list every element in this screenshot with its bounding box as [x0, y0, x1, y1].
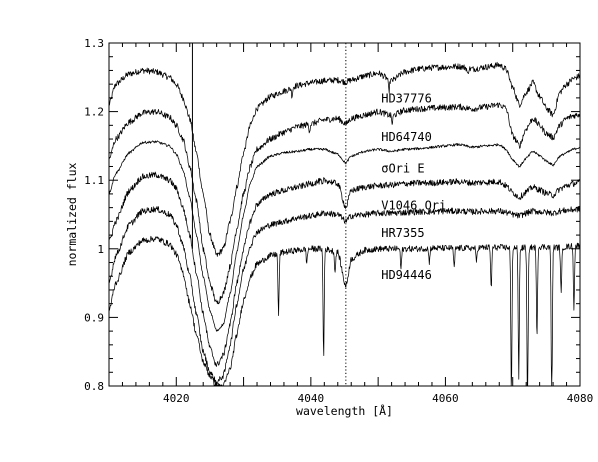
marker-lines — [191, 43, 347, 386]
y-tick-label: 0.9 — [84, 311, 104, 324]
spectrum-line — [108, 61, 581, 257]
plot-frame — [108, 42, 581, 387]
spectra-group — [108, 61, 581, 387]
series-label: HD37776 — [381, 92, 432, 106]
series-label: HD64740 — [381, 130, 432, 144]
x-axis-ticks: 4020 4040 4060 4080 — [108, 43, 594, 405]
y-tick-label: 1.3 — [84, 37, 104, 50]
series-label: HD94446 — [381, 268, 432, 282]
x-tick-label: 4020 — [163, 392, 190, 405]
series-label: V1046 Ori — [381, 199, 446, 213]
y-tick-label: 1.2 — [84, 106, 104, 119]
spectrum-line — [108, 140, 581, 332]
spectrum-line — [108, 235, 581, 387]
x-axis-label: wavelength [Å] — [296, 403, 393, 418]
x-tick-label: 4040 — [298, 392, 325, 405]
y-tick-label: 1.1 — [84, 174, 104, 187]
series-label: HR7355 — [381, 226, 424, 240]
x-tick-label: 4080 — [567, 392, 594, 405]
y-tick-label: 0.8 — [84, 380, 104, 393]
spectrum-line — [108, 102, 581, 305]
series-labels: HD37776 HD64740 σOri E V1046 Ori HR7355 HD944… — [381, 92, 446, 282]
y-axis-label: normalized flux — [65, 162, 79, 266]
y-axis-ticks: 0.8 0.9 1 1.1 1.2 1.3 — [84, 37, 580, 393]
series-label: σOri E — [381, 162, 424, 176]
y-tick-label: 1 — [97, 243, 104, 256]
spectrum-line — [108, 171, 581, 367]
spectrum-line — [108, 205, 581, 386]
x-tick-label: 4060 — [432, 392, 459, 405]
